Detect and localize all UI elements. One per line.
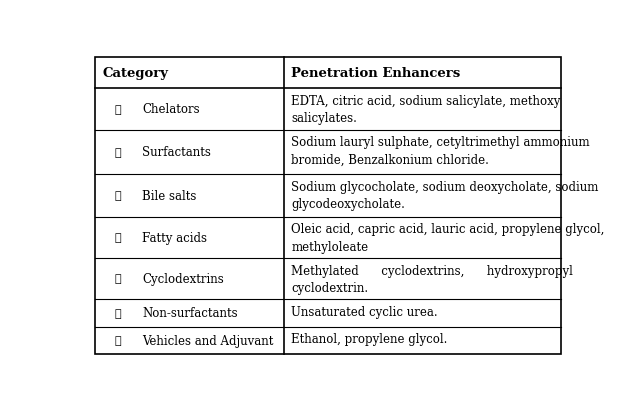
Text: Non-surfactants: Non-surfactants — [142, 307, 237, 320]
Text: ➤: ➤ — [115, 274, 122, 284]
Text: EDTA, citric acid, sodium salicylate, methoxy
salicylates.: EDTA, citric acid, sodium salicylate, me… — [291, 95, 561, 125]
Text: Unsaturated cyclic urea.: Unsaturated cyclic urea. — [291, 305, 438, 318]
Text: Oleic acid, capric acid, lauric acid, propylene glycol,
methyloleate: Oleic acid, capric acid, lauric acid, pr… — [291, 223, 605, 253]
Text: Ethanol, propylene glycol.: Ethanol, propylene glycol. — [291, 333, 447, 345]
Text: Category: Category — [102, 67, 168, 80]
Text: ➤: ➤ — [115, 105, 122, 115]
Text: Sodium glycocholate, sodium deoxycholate, sodium
glycodeoxycholate.: Sodium glycocholate, sodium deoxycholate… — [291, 180, 598, 211]
Text: Chelators: Chelators — [142, 103, 200, 116]
Text: Surfactants: Surfactants — [142, 146, 211, 159]
Text: ➤: ➤ — [115, 233, 122, 243]
Text: ➤: ➤ — [115, 191, 122, 201]
Text: ➤: ➤ — [115, 335, 122, 345]
Text: Bile salts: Bile salts — [142, 189, 196, 202]
Text: Penetration Enhancers: Penetration Enhancers — [291, 67, 460, 80]
Text: Sodium lauryl sulphate, cetyltrimethyl ammonium
bromide, Benzalkonium chloride.: Sodium lauryl sulphate, cetyltrimethyl a… — [291, 136, 590, 166]
Text: ➤: ➤ — [115, 308, 122, 318]
Text: Cyclodextrins: Cyclodextrins — [142, 272, 224, 285]
Text: Methylated      cyclodextrins,      hydroxypropyl
cyclodextrin.: Methylated cyclodextrins, hydroxypropyl … — [291, 264, 573, 294]
Text: Vehicles and Adjuvant: Vehicles and Adjuvant — [142, 334, 273, 347]
Text: Fatty acids: Fatty acids — [142, 231, 207, 244]
Text: ➤: ➤ — [115, 147, 122, 158]
